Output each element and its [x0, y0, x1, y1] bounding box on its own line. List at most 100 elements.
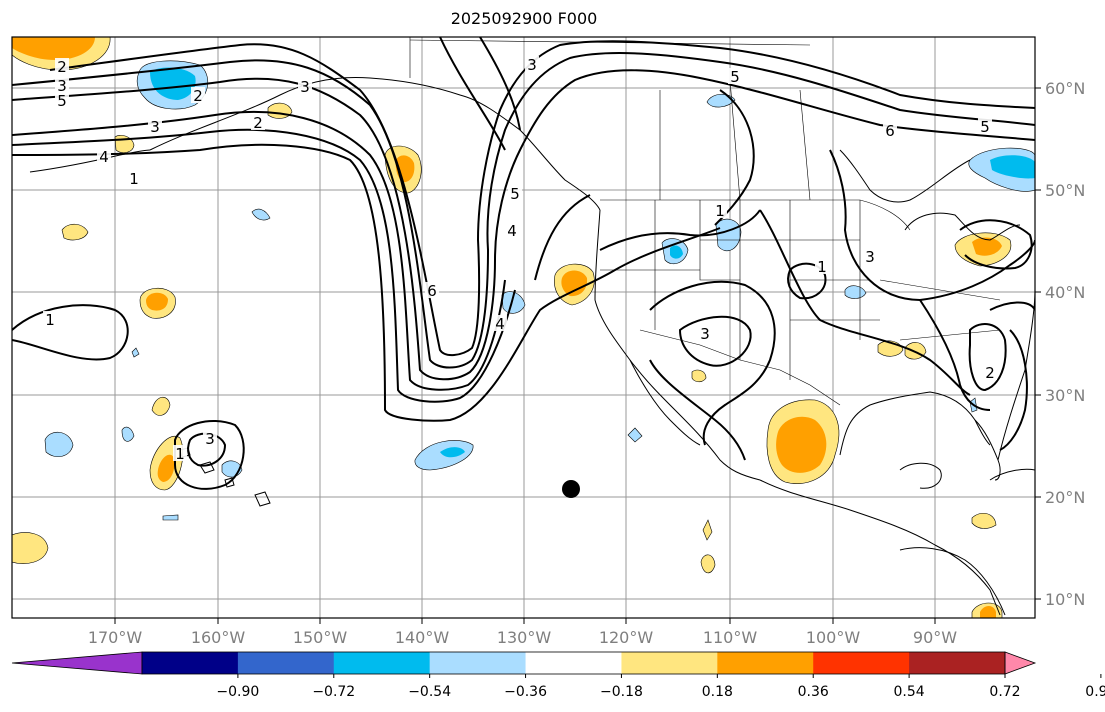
contour-label-bg [43, 311, 57, 327]
border-us-mexico [639, 329, 841, 406]
anomaly-patch-positive [691, 369, 707, 383]
contour-label-bg [978, 118, 992, 134]
colorbar-segment [621, 652, 718, 674]
colorbar-tick-label: −0.90 [216, 684, 259, 700]
contour-label: 3 [57, 77, 67, 95]
anomaly-patch-negative [990, 155, 1035, 179]
lat-tick-label: 10°N [1045, 590, 1085, 609]
lat-tick-label: 20°N [1045, 488, 1085, 507]
anomaly-patch-positive [146, 292, 168, 311]
contour-label: 2 [253, 114, 263, 132]
anomaly-patch-negative [501, 291, 526, 314]
lon-tick-label: 160°W [191, 628, 246, 647]
colorbar-segment [717, 652, 814, 674]
anomaly-patch-positive [980, 606, 996, 618]
contour-label-bg [508, 185, 522, 201]
contour-line [12, 143, 721, 422]
contour-label-bg [525, 56, 539, 72]
latitude-axis: 60°N 50°N 40°N 30°N 20°N 10°N [1035, 79, 1085, 609]
contour-label: 6 [427, 282, 437, 300]
lon-tick-label: 90°W [913, 628, 957, 647]
contour-label: 3 [205, 430, 215, 448]
lat-tick-label: 60°N [1045, 79, 1085, 98]
contour-label-bg [425, 282, 439, 298]
state-border [899, 329, 1001, 341]
anomaly-patch-negative [131, 347, 140, 358]
colorbar-extend-high [1004, 651, 1037, 675]
contour-label-bg [883, 122, 897, 138]
colorbar-segment [429, 652, 527, 674]
contour-line [714, 89, 755, 226]
contour-label: 5 [730, 68, 740, 86]
contour-line [12, 52, 1035, 369]
contour-label-bg [298, 78, 312, 94]
anomaly-patch-negative [844, 285, 867, 299]
coastline-central-america [899, 547, 1006, 616]
anomaly-patch-positive [157, 454, 175, 482]
contour-label: 3 [300, 78, 310, 96]
contour-label-bg [55, 58, 69, 74]
colorbar-tick-label: 0.72 [989, 684, 1020, 700]
anomaly-patch-negative [150, 67, 196, 100]
contour-label-bg [815, 258, 829, 274]
anomaly-patch-negative [44, 432, 74, 458]
contour-label-bg [863, 248, 877, 264]
contour-line [829, 149, 1035, 302]
contour-label-bg [173, 445, 187, 461]
coastlines [29, 76, 1035, 616]
contour-label: 4 [507, 222, 517, 240]
lat-tick-label: 50°N [1045, 181, 1085, 200]
contour-line [12, 128, 516, 403]
anomaly-patch-positive [972, 237, 1002, 256]
contour-label: 3 [527, 56, 537, 74]
coastline-texas-gulf [839, 391, 991, 456]
contour-line [968, 323, 1007, 392]
contour-label-bg [728, 68, 742, 84]
contour-line [174, 420, 245, 490]
contour-label: 2 [193, 87, 203, 105]
anomaly-patch-negative [121, 426, 135, 442]
contour-label: 4 [99, 148, 109, 166]
contour-label-bg [148, 118, 162, 134]
colorbar-segment [237, 652, 335, 674]
anomaly-patch-negative [670, 245, 683, 259]
colorbar-tick-label: −0.72 [312, 684, 355, 700]
coastline-alaska [149, 76, 601, 211]
contour-label: 4 [495, 315, 505, 333]
lon-tick-label: 140°W [395, 628, 450, 647]
contour-label-bg [251, 114, 265, 130]
lon-tick-label: 130°W [497, 628, 552, 647]
contour-label: 1 [45, 311, 55, 329]
coastline-mexico-gulf [759, 479, 1001, 616]
lat-tick-label: 40°N [1045, 283, 1085, 302]
colorbar-segment [525, 652, 622, 674]
colorbar-segment [813, 652, 910, 674]
colorbar-outline [141, 651, 1006, 675]
contour-label: 5 [510, 185, 520, 203]
anomaly-patch-positive [12, 37, 95, 60]
lon-tick-label: 100°W [806, 628, 861, 647]
colorbar-tick-label: 0.18 [702, 684, 733, 700]
colorbar-tick-label: 0.54 [894, 684, 925, 700]
contour-line [759, 209, 971, 396]
contour-line [989, 301, 1035, 311]
province-border [799, 89, 811, 201]
anomaly-patch-positive [561, 270, 588, 297]
location-marker [562, 480, 580, 498]
coastline-aleutians [29, 149, 151, 173]
contour-label: 3 [700, 325, 710, 343]
contour-line [678, 315, 752, 367]
contour-label-bg [713, 202, 727, 218]
lat-tick-label: 30°N [1045, 386, 1085, 405]
colorbar-segment [142, 652, 239, 674]
anomaly-patch-positive [971, 512, 997, 529]
contour-label: 3 [865, 248, 875, 266]
anomaly-patch-positive [61, 223, 89, 241]
contour-label: 5 [57, 92, 67, 110]
colorbar-tick-label: −0.36 [504, 684, 547, 700]
contour-label-bg [505, 222, 519, 238]
contour-label-bg [127, 170, 141, 186]
anomaly-patch-positive [12, 532, 49, 564]
contour-label: 1 [817, 258, 827, 276]
